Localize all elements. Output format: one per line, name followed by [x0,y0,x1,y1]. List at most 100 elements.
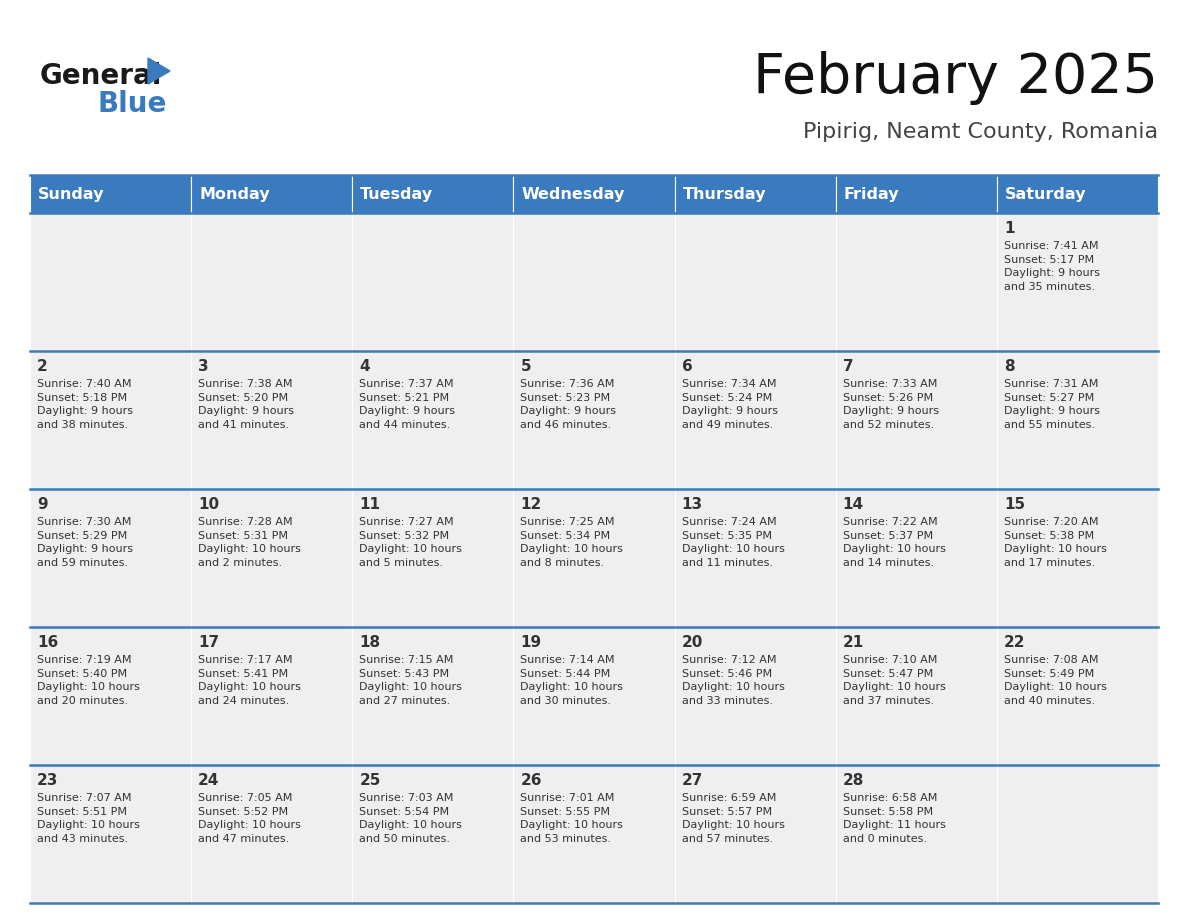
Text: Sunrise: 7:41 AM
Sunset: 5:17 PM
Daylight: 9 hours
and 35 minutes.: Sunrise: 7:41 AM Sunset: 5:17 PM Dayligh… [1004,241,1100,292]
Text: Sunrise: 7:19 AM
Sunset: 5:40 PM
Daylight: 10 hours
and 20 minutes.: Sunrise: 7:19 AM Sunset: 5:40 PM Dayligh… [37,655,140,706]
Text: 21: 21 [842,635,864,650]
Text: Blue: Blue [97,90,168,118]
Text: Sunrise: 7:07 AM
Sunset: 5:51 PM
Daylight: 10 hours
and 43 minutes.: Sunrise: 7:07 AM Sunset: 5:51 PM Dayligh… [37,793,140,844]
Text: 7: 7 [842,359,853,374]
Text: 17: 17 [198,635,220,650]
Bar [997,489,1158,627]
Bar [353,175,513,213]
Text: 11: 11 [359,497,380,512]
Text: Sunrise: 7:15 AM
Sunset: 5:43 PM
Daylight: 10 hours
and 27 minutes.: Sunrise: 7:15 AM Sunset: 5:43 PM Dayligh… [359,655,462,706]
Text: 15: 15 [1004,497,1025,512]
Text: Sunrise: 7:20 AM
Sunset: 5:38 PM
Daylight: 10 hours
and 17 minutes.: Sunrise: 7:20 AM Sunset: 5:38 PM Dayligh… [1004,517,1107,568]
Bar [353,627,513,765]
Bar [835,627,997,765]
Text: Sunrise: 7:34 AM
Sunset: 5:24 PM
Daylight: 9 hours
and 49 minutes.: Sunrise: 7:34 AM Sunset: 5:24 PM Dayligh… [682,379,778,430]
Bar [835,489,997,627]
Text: Sunrise: 7:05 AM
Sunset: 5:52 PM
Daylight: 10 hours
and 47 minutes.: Sunrise: 7:05 AM Sunset: 5:52 PM Dayligh… [198,793,301,844]
Text: 16: 16 [37,635,58,650]
Text: 9: 9 [37,497,48,512]
Bar [835,175,997,213]
Text: Sunrise: 7:30 AM
Sunset: 5:29 PM
Daylight: 9 hours
and 59 minutes.: Sunrise: 7:30 AM Sunset: 5:29 PM Dayligh… [37,517,133,568]
Text: Sunrise: 7:40 AM
Sunset: 5:18 PM
Daylight: 9 hours
and 38 minutes.: Sunrise: 7:40 AM Sunset: 5:18 PM Dayligh… [37,379,133,430]
Text: 8: 8 [1004,359,1015,374]
Bar [30,175,191,213]
Text: 10: 10 [198,497,220,512]
Text: 19: 19 [520,635,542,650]
Text: February 2025: February 2025 [753,51,1158,105]
Bar [30,627,191,765]
Bar [191,213,353,351]
Text: Sunrise: 7:31 AM
Sunset: 5:27 PM
Daylight: 9 hours
and 55 minutes.: Sunrise: 7:31 AM Sunset: 5:27 PM Dayligh… [1004,379,1100,430]
Bar [191,175,353,213]
Bar [997,627,1158,765]
Bar [513,175,675,213]
Bar [997,765,1158,903]
Text: 28: 28 [842,773,864,788]
Text: 27: 27 [682,773,703,788]
Text: Pipirig, Neamt County, Romania: Pipirig, Neamt County, Romania [803,122,1158,142]
Text: 2: 2 [37,359,48,374]
Bar [997,351,1158,489]
Text: Tuesday: Tuesday [360,186,434,201]
Text: Sunrise: 7:25 AM
Sunset: 5:34 PM
Daylight: 10 hours
and 8 minutes.: Sunrise: 7:25 AM Sunset: 5:34 PM Dayligh… [520,517,624,568]
Bar [191,627,353,765]
Bar [191,351,353,489]
Bar [513,351,675,489]
Text: Sunrise: 7:03 AM
Sunset: 5:54 PM
Daylight: 10 hours
and 50 minutes.: Sunrise: 7:03 AM Sunset: 5:54 PM Dayligh… [359,793,462,844]
Text: Sunrise: 7:27 AM
Sunset: 5:32 PM
Daylight: 10 hours
and 5 minutes.: Sunrise: 7:27 AM Sunset: 5:32 PM Dayligh… [359,517,462,568]
Bar [191,489,353,627]
Text: 24: 24 [198,773,220,788]
Bar [675,213,835,351]
Text: 25: 25 [359,773,380,788]
Bar [513,489,675,627]
Bar [997,213,1158,351]
Text: Sunrise: 6:58 AM
Sunset: 5:58 PM
Daylight: 11 hours
and 0 minutes.: Sunrise: 6:58 AM Sunset: 5:58 PM Dayligh… [842,793,946,844]
Bar [675,627,835,765]
Bar [675,489,835,627]
Bar [30,489,191,627]
Text: Sunrise: 7:22 AM
Sunset: 5:37 PM
Daylight: 10 hours
and 14 minutes.: Sunrise: 7:22 AM Sunset: 5:37 PM Dayligh… [842,517,946,568]
Text: Sunrise: 7:10 AM
Sunset: 5:47 PM
Daylight: 10 hours
and 37 minutes.: Sunrise: 7:10 AM Sunset: 5:47 PM Dayligh… [842,655,946,706]
Bar [30,765,191,903]
Text: Sunrise: 6:59 AM
Sunset: 5:57 PM
Daylight: 10 hours
and 57 minutes.: Sunrise: 6:59 AM Sunset: 5:57 PM Dayligh… [682,793,784,844]
Text: 14: 14 [842,497,864,512]
Text: Sunrise: 7:01 AM
Sunset: 5:55 PM
Daylight: 10 hours
and 53 minutes.: Sunrise: 7:01 AM Sunset: 5:55 PM Dayligh… [520,793,624,844]
Text: 12: 12 [520,497,542,512]
Text: 22: 22 [1004,635,1025,650]
Polygon shape [148,58,170,84]
Bar [191,765,353,903]
Bar [835,351,997,489]
Bar [513,213,675,351]
Bar [30,351,191,489]
Text: 26: 26 [520,773,542,788]
Text: 5: 5 [520,359,531,374]
Text: Sunrise: 7:08 AM
Sunset: 5:49 PM
Daylight: 10 hours
and 40 minutes.: Sunrise: 7:08 AM Sunset: 5:49 PM Dayligh… [1004,655,1107,706]
Bar [353,213,513,351]
Text: Saturday: Saturday [1005,186,1086,201]
Text: Monday: Monday [200,186,270,201]
Text: Sunrise: 7:36 AM
Sunset: 5:23 PM
Daylight: 9 hours
and 46 minutes.: Sunrise: 7:36 AM Sunset: 5:23 PM Dayligh… [520,379,617,430]
Bar [513,765,675,903]
Text: 4: 4 [359,359,369,374]
Text: Thursday: Thursday [683,186,766,201]
Bar [675,351,835,489]
Text: Sunrise: 7:38 AM
Sunset: 5:20 PM
Daylight: 9 hours
and 41 minutes.: Sunrise: 7:38 AM Sunset: 5:20 PM Dayligh… [198,379,295,430]
Text: General: General [40,62,163,90]
Bar [353,765,513,903]
Text: 3: 3 [198,359,209,374]
Text: Sunrise: 7:24 AM
Sunset: 5:35 PM
Daylight: 10 hours
and 11 minutes.: Sunrise: 7:24 AM Sunset: 5:35 PM Dayligh… [682,517,784,568]
Text: 20: 20 [682,635,703,650]
Text: Sunrise: 7:33 AM
Sunset: 5:26 PM
Daylight: 9 hours
and 52 minutes.: Sunrise: 7:33 AM Sunset: 5:26 PM Dayligh… [842,379,939,430]
Text: Sunrise: 7:37 AM
Sunset: 5:21 PM
Daylight: 9 hours
and 44 minutes.: Sunrise: 7:37 AM Sunset: 5:21 PM Dayligh… [359,379,455,430]
Text: 23: 23 [37,773,58,788]
Bar [513,627,675,765]
Bar [997,175,1158,213]
Text: Sunrise: 7:28 AM
Sunset: 5:31 PM
Daylight: 10 hours
and 2 minutes.: Sunrise: 7:28 AM Sunset: 5:31 PM Dayligh… [198,517,301,568]
Text: Wednesday: Wednesday [522,186,625,201]
Bar [353,489,513,627]
Text: Sunday: Sunday [38,186,105,201]
Text: 13: 13 [682,497,702,512]
Bar [835,765,997,903]
Text: Sunrise: 7:12 AM
Sunset: 5:46 PM
Daylight: 10 hours
and 33 minutes.: Sunrise: 7:12 AM Sunset: 5:46 PM Dayligh… [682,655,784,706]
Text: 18: 18 [359,635,380,650]
